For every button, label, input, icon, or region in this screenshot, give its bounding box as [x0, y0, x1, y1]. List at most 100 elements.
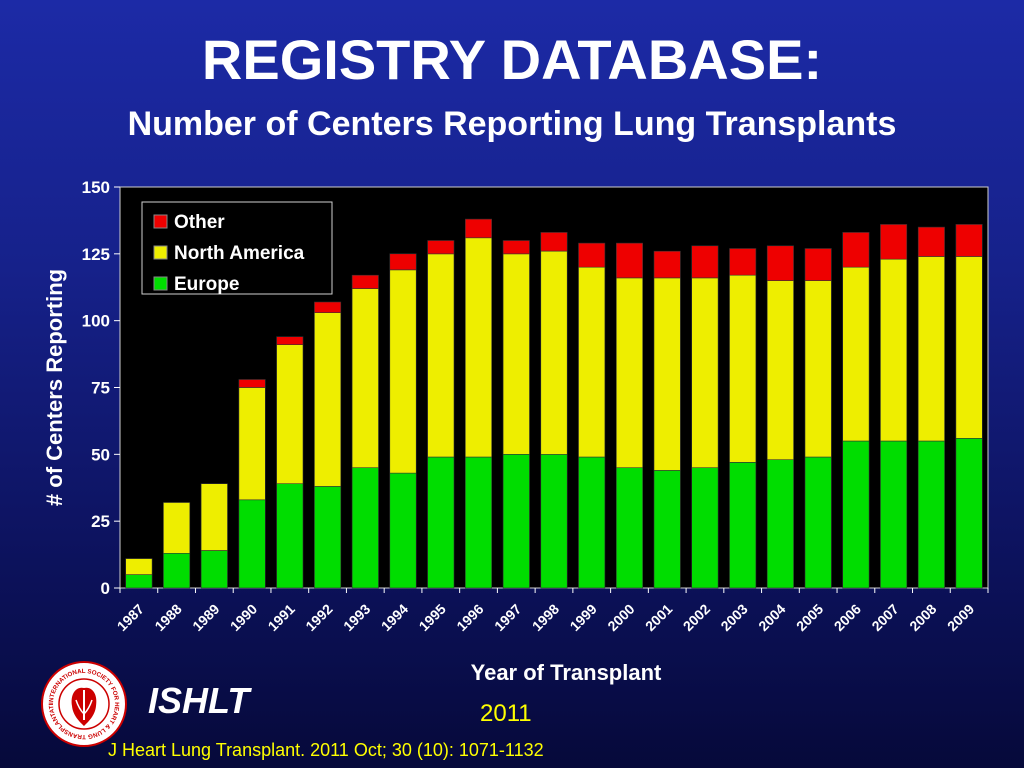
bar-europe — [880, 440, 908, 589]
x-tick-label: 2007 — [868, 601, 901, 634]
ishlt-logo: INTERNATIONAL SOCIETY FOR HEART & LUNG T… — [38, 655, 128, 748]
bar-europe — [842, 440, 870, 589]
x-tick-label: 2004 — [755, 601, 788, 634]
bar-europe — [729, 462, 757, 589]
bar-europe — [955, 437, 983, 589]
x-tick-label: 2000 — [604, 601, 637, 634]
x-tick-label: 1990 — [227, 601, 260, 634]
bar-north-america — [880, 258, 908, 442]
bar-other — [729, 248, 757, 276]
bar-other — [427, 240, 455, 255]
bar-north-america — [276, 344, 304, 485]
bar-europe — [691, 467, 719, 589]
bar-other — [615, 242, 643, 279]
bar-north-america — [653, 277, 681, 471]
bar-europe — [540, 453, 568, 589]
x-tick-label: 1988 — [151, 601, 184, 634]
x-tick-label: 2001 — [642, 601, 675, 634]
bar-other — [842, 232, 870, 268]
bar-north-america — [200, 483, 228, 551]
bar-europe — [276, 483, 304, 589]
x-tick-label: 2003 — [717, 601, 750, 634]
bar-north-america — [578, 266, 606, 458]
bar-north-america — [464, 237, 492, 458]
bar-other — [955, 224, 983, 257]
bar-north-america — [238, 387, 266, 501]
bar-other — [917, 226, 945, 257]
x-tick-label: 1989 — [189, 601, 222, 634]
bar-north-america — [163, 502, 191, 554]
legend-swatch — [153, 214, 168, 229]
bar-europe — [314, 486, 342, 589]
y-tick-label: 125 — [82, 245, 110, 264]
x-tick-label: 1992 — [302, 601, 335, 634]
x-tick-label: 2005 — [793, 601, 826, 634]
slide-title: REGISTRY DATABASE: — [201, 28, 823, 91]
bar-other — [502, 240, 530, 255]
bar-north-america — [691, 277, 719, 468]
x-tick-label: 2009 — [944, 601, 977, 634]
bar-other — [578, 242, 606, 268]
bar-north-america — [917, 256, 945, 442]
y-tick-label: 75 — [91, 379, 110, 398]
x-tick-label: 1994 — [378, 601, 411, 634]
y-tick-label: 100 — [82, 312, 110, 331]
bar-europe — [578, 456, 606, 589]
y-tick-label: 25 — [91, 512, 110, 531]
x-tick-label: 2002 — [680, 601, 713, 634]
x-tick-label: 1993 — [340, 601, 373, 634]
x-tick-label: 1999 — [567, 601, 600, 634]
bar-north-america — [314, 312, 342, 487]
bar-north-america — [125, 558, 153, 575]
y-tick-label: 50 — [91, 445, 110, 464]
y-tick-label: 0 — [101, 579, 110, 598]
org-name: ISHLT — [148, 680, 250, 721]
bar-europe — [163, 552, 191, 589]
slide-subtitle: Number of Centers Reporting Lung Transpl… — [127, 105, 897, 143]
legend-label: Europe — [174, 274, 239, 295]
report-year: 2011 — [480, 700, 532, 727]
bar-other — [540, 232, 568, 252]
bar-other — [314, 301, 342, 313]
bar-europe — [804, 456, 832, 589]
x-tick-label: 2008 — [906, 601, 939, 634]
bar-europe — [917, 440, 945, 589]
bar-other — [804, 248, 832, 281]
bar-europe — [238, 499, 266, 589]
bar-other — [691, 245, 719, 279]
x-tick-label: 1991 — [265, 601, 298, 634]
bar-north-america — [842, 266, 870, 442]
x-tick-label: 1996 — [453, 601, 486, 634]
bar-other — [238, 379, 266, 388]
bar-europe — [351, 467, 379, 589]
bar-europe — [615, 467, 643, 589]
x-tick-label: 2006 — [831, 601, 864, 634]
x-tick-label: 1987 — [114, 601, 147, 634]
bar-north-america — [389, 269, 417, 474]
bar-north-america — [766, 280, 794, 461]
bar-other — [653, 250, 681, 279]
bar-north-america — [804, 280, 832, 458]
bar-other — [351, 274, 379, 289]
legend-swatch — [153, 276, 168, 291]
x-tick-label: 1997 — [491, 601, 524, 634]
legend-swatch — [153, 245, 168, 260]
x-tick-label: 1995 — [416, 601, 449, 634]
legend-label: North America — [174, 243, 305, 264]
bar-north-america — [502, 253, 530, 455]
bar-europe — [502, 453, 530, 589]
bar-other — [389, 253, 417, 271]
y-axis-title: # of Centers Reporting — [42, 269, 67, 506]
bar-other — [464, 218, 492, 239]
legend-label: Other — [174, 212, 225, 233]
citation: J Heart Lung Transplant. 2011 Oct; 30 (1… — [108, 740, 544, 760]
bar-europe — [389, 472, 417, 589]
bar-north-america — [427, 253, 455, 458]
bar-europe — [427, 456, 455, 589]
bar-europe — [464, 456, 492, 589]
bar-europe — [200, 550, 228, 589]
x-axis-title: Year of Transplant — [471, 660, 662, 685]
bar-north-america — [615, 277, 643, 468]
bar-north-america — [351, 288, 379, 469]
bar-other — [276, 336, 304, 346]
